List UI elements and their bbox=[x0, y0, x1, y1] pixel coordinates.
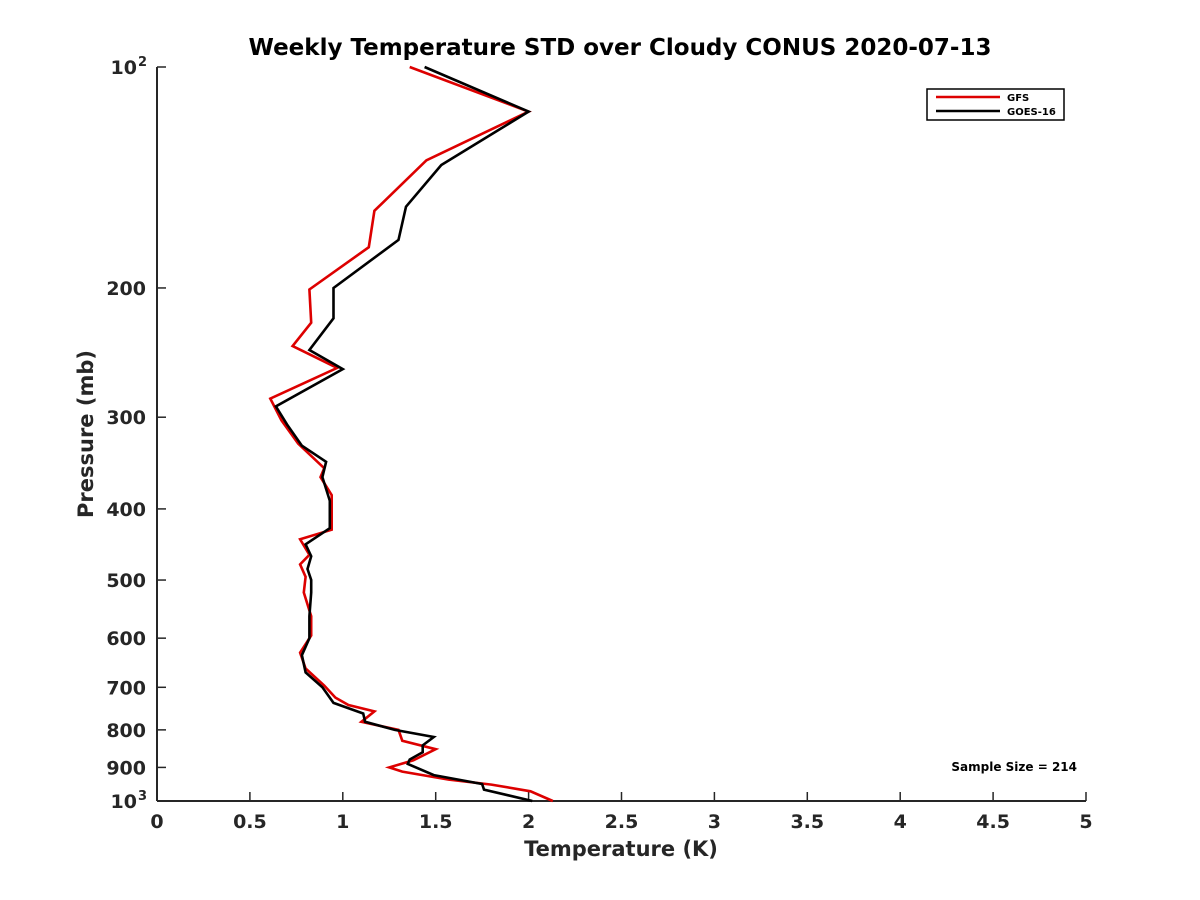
sample-size-annotation: Sample Size = 214 bbox=[951, 760, 1077, 774]
y-tick-label-0: 10 bbox=[111, 57, 137, 79]
y-tick-label-8: 900 bbox=[106, 757, 146, 779]
y-tick-exponent-0: 2 bbox=[138, 55, 147, 70]
legend-label-goes16: GOES-16 bbox=[1007, 107, 1056, 118]
series-line-goes16 bbox=[274, 65, 533, 803]
y-tick-label-3: 400 bbox=[106, 499, 146, 521]
x-tick-label-1: 0.5 bbox=[233, 811, 267, 833]
y-axis-title: Pressure (mb) bbox=[74, 350, 98, 518]
x-tick-label-2: 1 bbox=[336, 811, 349, 833]
x-tick-label-9: 4.5 bbox=[976, 811, 1010, 833]
x-tick-label-7: 3.5 bbox=[790, 811, 824, 833]
x-tick-label-0: 0 bbox=[150, 811, 163, 833]
y-tick-label-5: 600 bbox=[106, 628, 146, 650]
plot-frame bbox=[156, 67, 1086, 802]
y-tick-label-2: 300 bbox=[106, 407, 146, 429]
series-layer bbox=[268, 65, 554, 803]
y-tick-label-1: 200 bbox=[106, 278, 146, 300]
chart-title: Weekly Temperature STD over Cloudy CONUS… bbox=[249, 35, 992, 61]
legend-label-gfs: GFS bbox=[1007, 93, 1029, 104]
legend-box bbox=[926, 88, 1065, 121]
y-tick-label-7: 800 bbox=[106, 720, 146, 742]
x-tick-label-3: 1.5 bbox=[419, 811, 453, 833]
x-axis-ticks: 0 0.5 1 1.5 2 2.5 3 3.5 4 4.5 5 bbox=[150, 792, 1093, 833]
series-line-gfs bbox=[268, 65, 554, 803]
x-tick-label-5: 2.5 bbox=[605, 811, 639, 833]
legend: GFS GOES-16 bbox=[926, 88, 1065, 121]
x-tick-label-8: 4 bbox=[894, 811, 907, 833]
y-tick-label-9: 10 bbox=[111, 791, 137, 813]
x-tick-label-4: 2 bbox=[522, 811, 535, 833]
y-tick-label-6: 700 bbox=[106, 677, 146, 699]
y-tick-label-4: 500 bbox=[106, 570, 146, 592]
x-tick-label-10: 5 bbox=[1079, 811, 1092, 833]
y-tick-exponent-9: 3 bbox=[138, 789, 147, 804]
x-tick-label-6: 3 bbox=[708, 811, 721, 833]
x-axis-title: Temperature (K) bbox=[524, 837, 718, 861]
